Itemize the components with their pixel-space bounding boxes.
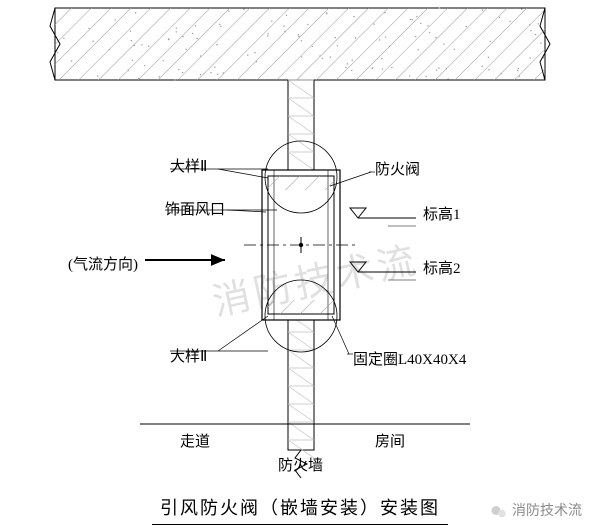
footer-attribution: 消防技术流 (490, 500, 582, 521)
label-fire-wall: 防火墙 (278, 454, 323, 475)
label-fixing-ring: 固定圈L40X40X4 (353, 348, 466, 369)
wechat-icon (490, 503, 508, 521)
label-detail-bottom: 大样Ⅱ (170, 345, 207, 366)
label-airflow: (气流方向) (68, 253, 138, 274)
label-detail-top: 大样Ⅱ (170, 155, 207, 176)
footer-text: 消防技术流 (512, 504, 582, 519)
label-corridor: 走道 (180, 430, 210, 451)
label-elev2: 标高2 (423, 257, 461, 278)
drawing-title: 引风防火阀（嵌墙安装）安装图 (152, 494, 448, 525)
label-damper: 防火阀 (375, 158, 420, 179)
label-grille: 饰面风口 (165, 198, 225, 219)
label-room: 房间 (375, 430, 405, 451)
label-elev1: 标高1 (423, 203, 461, 224)
